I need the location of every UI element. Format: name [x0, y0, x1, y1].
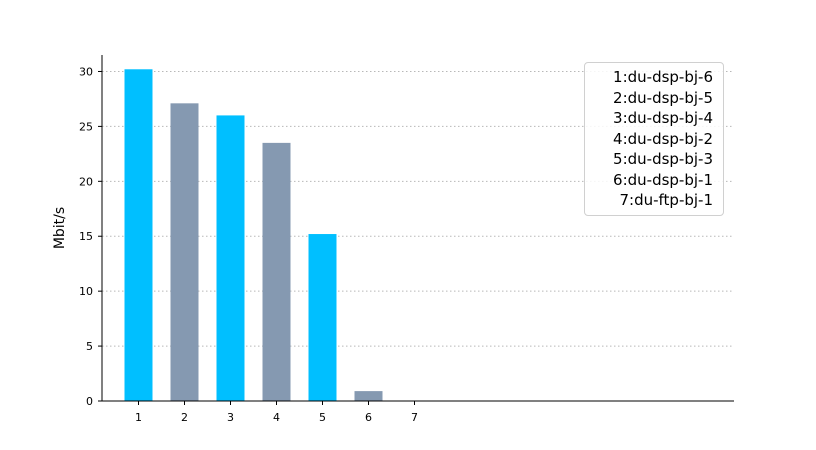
y-tick-label: 5	[86, 340, 93, 353]
bar-1	[124, 69, 153, 402]
bar-4	[262, 142, 291, 401]
axes	[101, 55, 734, 402]
legend-entry: 1:du-dsp-bj-6	[613, 68, 713, 86]
legend-entry: 7:du-ftp-bj-1	[619, 191, 713, 209]
y-axis-title: Mbit/s	[52, 207, 68, 249]
bar-5	[308, 234, 337, 401]
x-tick-label: 6	[365, 411, 372, 424]
y-tick-label: 0	[86, 395, 93, 408]
legend-entry: 6:du-dsp-bj-1	[613, 170, 713, 189]
x-tick-label: 1	[135, 411, 142, 424]
x-tick-label: 3	[227, 411, 234, 424]
x-tick-label: 7	[411, 411, 418, 424]
bar-3	[216, 115, 245, 402]
legend-entry: 4:du-dsp-bj-2	[613, 129, 713, 148]
legend-entry: 2:du-dsp-bj-5	[613, 88, 713, 107]
gridlines	[102, 70, 734, 347]
y-tick-label: 20	[79, 175, 93, 188]
x-tick-label: 5	[319, 411, 326, 424]
x-tick-label: 2	[181, 411, 188, 424]
x-ticks: 1 2 3 4 5 6 7	[135, 401, 418, 424]
y-tick-label: 25	[79, 120, 93, 133]
bars	[124, 69, 383, 402]
legend-entry: 3:du-dsp-bj-4	[613, 109, 713, 127]
legend: 1:du-dsp-bj-6 2:du-dsp-bj-5 3:du-dsp-bj-…	[584, 62, 724, 216]
y-ticks: 0 5 10 15 20 25 30	[79, 65, 102, 408]
y-tick-label: 30	[79, 65, 93, 78]
x-tick-label: 4	[273, 411, 280, 424]
y-tick-label: 15	[79, 230, 93, 243]
bar-2	[170, 103, 199, 401]
bar-6	[354, 391, 383, 401]
y-tick-label: 10	[79, 285, 93, 298]
legend-entry: 5:du-dsp-bj-3	[613, 150, 713, 168]
